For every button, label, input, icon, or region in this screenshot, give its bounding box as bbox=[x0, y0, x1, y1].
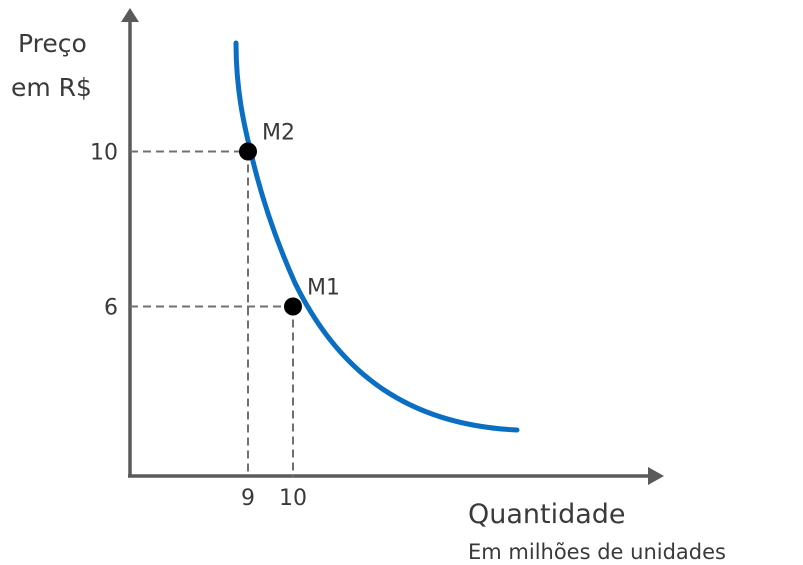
y-tick-label: 10 bbox=[90, 141, 118, 166]
x-axis-sublabel: Em milhões de unidades bbox=[468, 540, 726, 564]
guide-lines bbox=[130, 150, 294, 477]
x-tick-label: 10 bbox=[279, 486, 307, 511]
point-label-m1: M1 bbox=[307, 276, 340, 301]
x-axis-arrow bbox=[648, 467, 664, 485]
y-axis-arrow bbox=[121, 8, 139, 22]
y-tick-label: 6 bbox=[104, 296, 118, 321]
point-m1 bbox=[284, 297, 302, 316]
y-axis-label-line2: em R$ bbox=[11, 73, 92, 102]
tick-labels: 6 10 9 10 bbox=[90, 141, 307, 512]
data-points: M2 M1 bbox=[239, 121, 340, 316]
demand-curve bbox=[233, 40, 520, 433]
y-axis-label-line1: Preço bbox=[18, 29, 87, 58]
x-axis-label: Quantidade bbox=[468, 499, 626, 530]
point-label-m2: M2 bbox=[262, 121, 295, 146]
point-m2 bbox=[239, 142, 257, 161]
x-tick-label: 9 bbox=[241, 486, 255, 511]
